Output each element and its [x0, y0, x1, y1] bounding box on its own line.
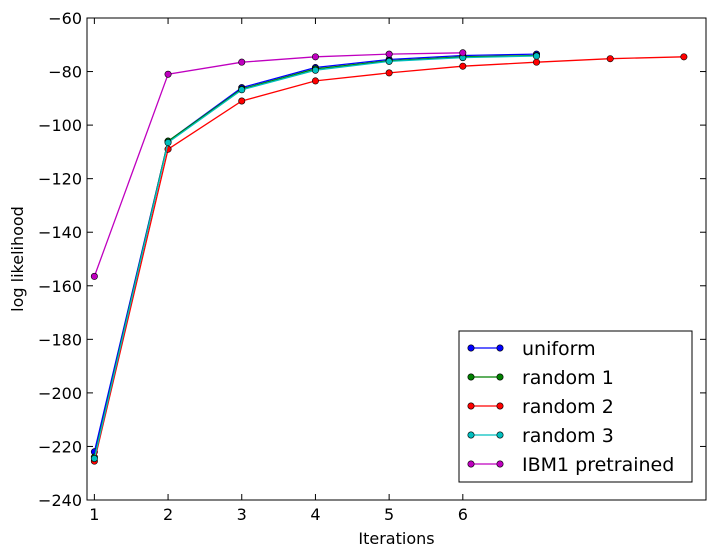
y-tick-label: −80	[48, 63, 82, 82]
data-point	[90, 454, 98, 462]
legend-marker	[496, 373, 504, 381]
data-point	[311, 77, 319, 85]
data-point	[311, 53, 319, 61]
y-tick-label: −220	[38, 437, 82, 456]
y-tick-label: −180	[38, 330, 82, 349]
data-point	[311, 66, 319, 74]
x-tick-label: 5	[384, 505, 394, 524]
y-axis-label: log likelihood	[8, 206, 27, 312]
data-point	[238, 86, 246, 94]
data-point	[90, 272, 98, 280]
data-point	[680, 53, 688, 61]
legend-marker	[496, 402, 504, 410]
legend-marker	[496, 460, 504, 468]
data-point	[459, 49, 467, 57]
legend-marker	[467, 431, 475, 439]
legend-label: random 3	[522, 425, 614, 447]
y-tick-label: −240	[38, 491, 82, 510]
legend-marker	[496, 431, 504, 439]
legend-marker	[496, 344, 504, 352]
x-axis-label: Iterations	[358, 529, 434, 548]
x-tick-label: 4	[310, 505, 320, 524]
data-point	[385, 69, 393, 77]
x-tick-label: 1	[89, 505, 99, 524]
data-point	[533, 52, 541, 60]
x-tick-label: 3	[237, 505, 247, 524]
legend-marker	[467, 402, 475, 410]
x-tick-label: 6	[458, 505, 468, 524]
legend-marker	[467, 344, 475, 352]
ticks-layer: 1 2 3 4 5 6 −240 −220 −200 −180 −160 −140 −120 −100 −8…	[38, 9, 706, 524]
data-point	[238, 97, 246, 105]
legend-label: IBM1 pretrained	[522, 454, 674, 476]
series-ibm1-pretrained	[90, 49, 467, 280]
legend-marker	[467, 460, 475, 468]
data-point	[164, 70, 172, 78]
data-point	[459, 62, 467, 70]
data-point	[385, 50, 393, 58]
y-tick-label: −200	[38, 384, 82, 403]
plot-frame	[86, 17, 707, 501]
legend-label: uniform	[522, 338, 596, 360]
series-layer	[90, 49, 688, 465]
y-tick-label: −160	[38, 277, 82, 296]
y-tick-label: −120	[38, 170, 82, 189]
legend: uniform random 1 random 2 random 3 IBM1 pret…	[458, 330, 693, 483]
y-tick-label: −140	[38, 223, 82, 242]
data-point	[385, 57, 393, 65]
y-tick-label: −100	[38, 116, 82, 135]
legend-marker	[467, 373, 475, 381]
legend-label: random 2	[522, 396, 614, 418]
data-point	[606, 55, 614, 63]
series-line	[93, 52, 463, 277]
series-random-3	[90, 52, 541, 462]
data-point	[164, 139, 172, 147]
legend-label: random 1	[522, 367, 614, 389]
x-tick-label: 2	[163, 505, 173, 524]
data-point	[238, 58, 246, 66]
y-tick-label: −60	[48, 9, 82, 28]
data-point	[533, 58, 541, 66]
